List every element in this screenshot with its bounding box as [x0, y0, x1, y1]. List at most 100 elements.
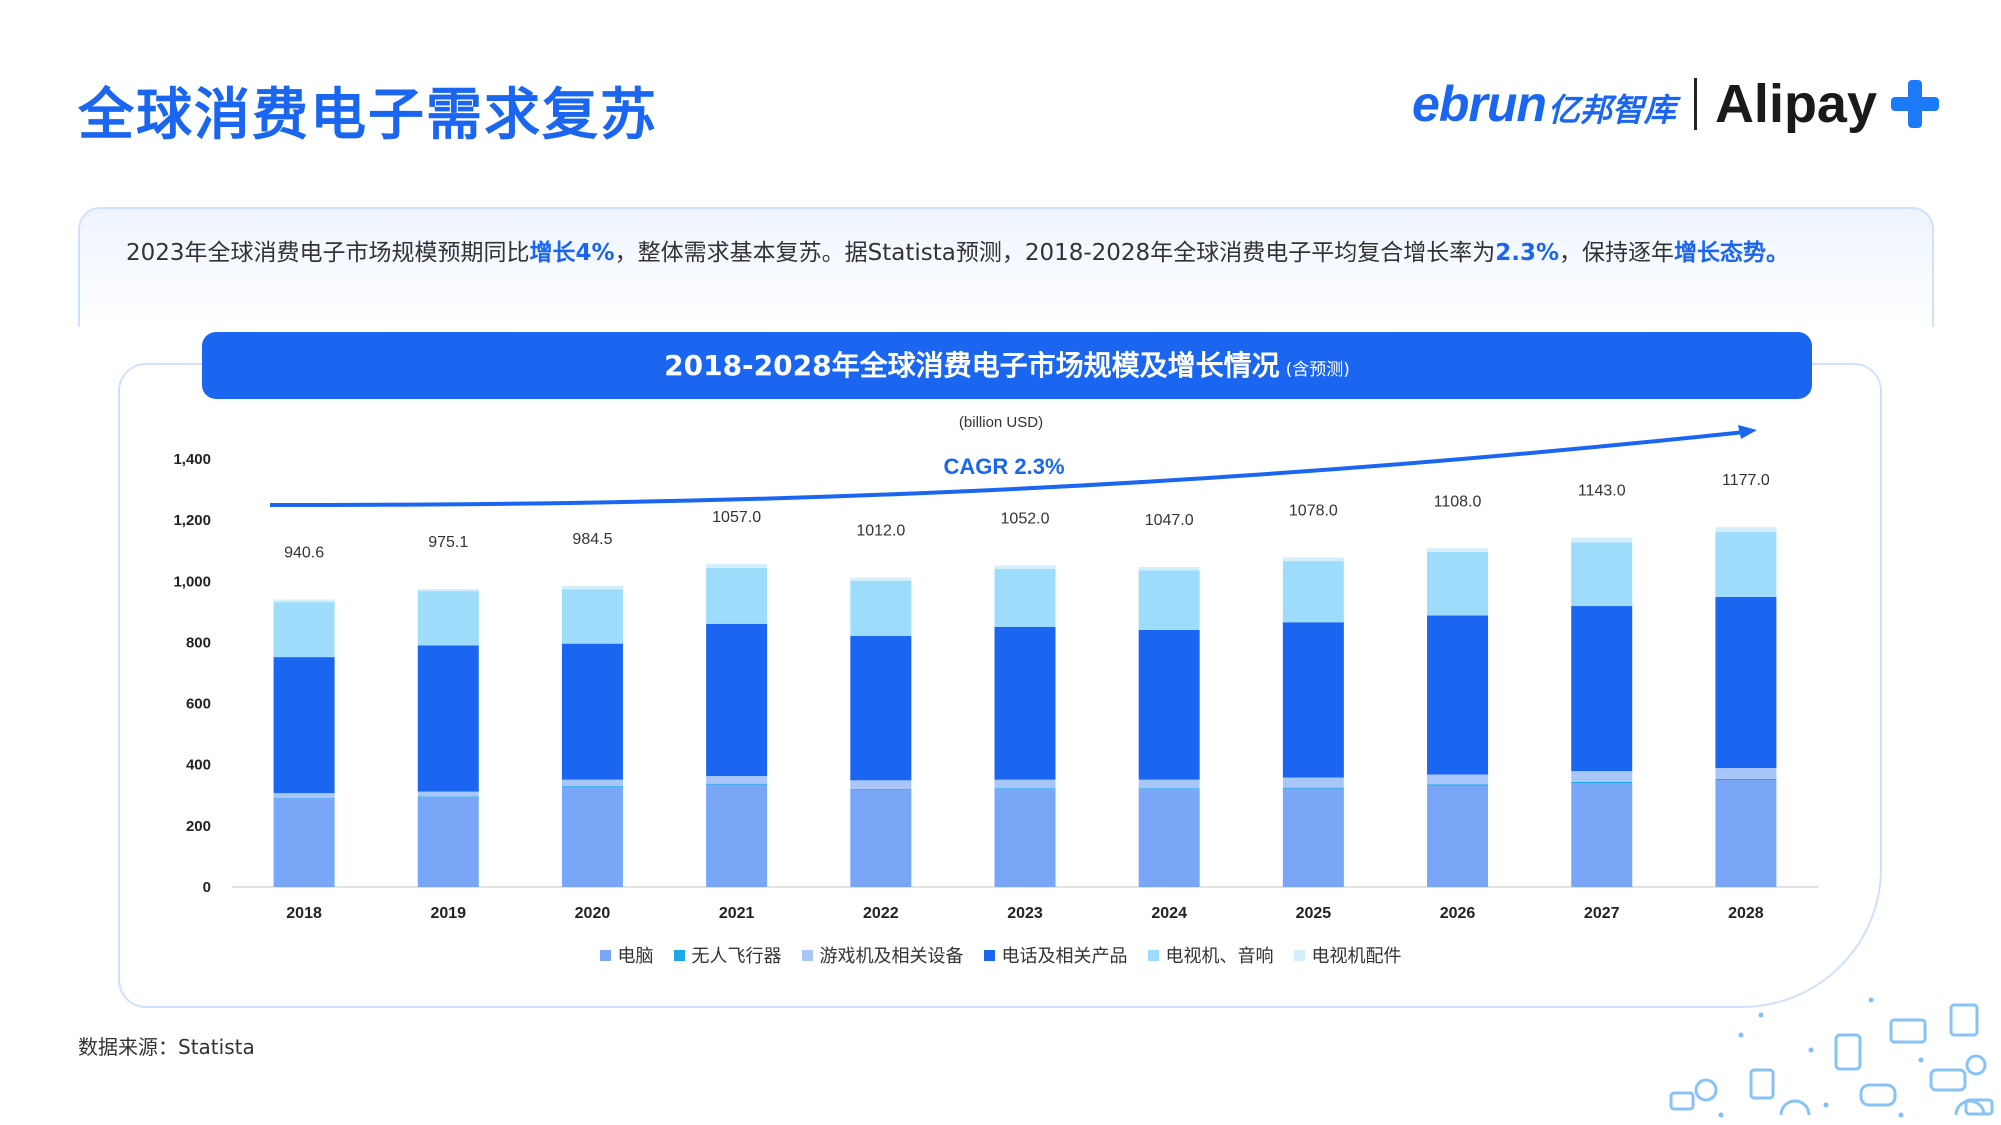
bar-segment [273, 599, 335, 603]
bar-segment [850, 580, 912, 637]
alipay-plus-icon [1891, 80, 1939, 128]
legend-swatch [983, 949, 995, 961]
bar-segment [994, 788, 1056, 790]
total-value-label: 1177.0 [1722, 472, 1770, 489]
bar-segment [850, 780, 912, 789]
total-value-label: 1052.0 [1001, 510, 1050, 527]
bar-segment [706, 776, 768, 784]
summary-box: 2023年全球消费电子市场规模预期同比增长4%，整体需求基本复苏。据Statis… [78, 207, 1934, 327]
bar-segment [561, 643, 623, 780]
x-tick-label: 2021 [719, 905, 755, 922]
bar-segment [273, 793, 335, 798]
bar-segment [850, 577, 912, 581]
bar-segment [1282, 788, 1344, 887]
legend-item: 电脑 [599, 942, 654, 968]
x-tick-label: 2027 [1584, 905, 1620, 922]
cagr-trend-arrow [269, 430, 1746, 507]
bar-segment [417, 796, 479, 887]
bar-segment [994, 626, 1056, 780]
summary-highlight-cagr: 2.3% [1495, 240, 1559, 266]
bar-segment [1715, 778, 1777, 780]
summary-part-3: ，保持逐年 [1559, 240, 1674, 266]
total-value-label: 1057.0 [712, 509, 761, 526]
total-value-label: 984.5 [572, 531, 612, 548]
bar-segment [1571, 771, 1633, 782]
bar-segment [273, 797, 335, 799]
page-title: 全球消费电子需求复苏 [78, 83, 658, 148]
y-tick-label: 1,200 [173, 512, 211, 529]
bar-segment [1138, 566, 1200, 571]
bar-segment [417, 591, 479, 646]
chart-subtitle: (含预测) [1285, 360, 1350, 380]
legend-item: 电视机、音响 [1147, 942, 1274, 968]
bar-segment [1138, 629, 1200, 780]
summary-part-2: ，整体需求基本复苏。据Statista预测，2018-2028年全球消费电子平均… [614, 240, 1496, 266]
summary-text: 2023年全球消费电子市场规模预期同比增长4%，整体需求基本复苏。据Statis… [126, 233, 1789, 267]
total-value-label: 1078.0 [1289, 502, 1338, 519]
bar-segment [850, 788, 912, 790]
x-tick-label: 2026 [1440, 905, 1476, 922]
bar-segment [1715, 527, 1777, 533]
bar-segment [850, 636, 912, 781]
legend-swatch [1147, 949, 1159, 961]
bar-segment [1138, 779, 1200, 789]
x-tick-label: 2020 [575, 905, 611, 922]
bar-segment [417, 791, 479, 797]
x-tick-label: 2028 [1728, 905, 1764, 922]
legend-label: 电脑 [617, 946, 654, 967]
bar-segment [994, 568, 1056, 627]
bar-segment [1138, 788, 1200, 790]
y-tick-label: 0 [203, 879, 211, 896]
legend-swatch [673, 949, 685, 961]
legend-label: 无人飞行器 [691, 946, 782, 967]
legend-swatch [801, 949, 813, 961]
bar-segment [417, 645, 479, 792]
legend-item: 电话及相关产品 [983, 942, 1128, 968]
bar-segment [1571, 783, 1633, 887]
bar-segment [1282, 557, 1344, 562]
y-tick-label: 1,000 [173, 573, 211, 590]
bar-segment [1571, 542, 1633, 607]
x-tick-label: 2019 [430, 905, 466, 922]
bar-segment [561, 785, 623, 787]
total-value-label: 975.1 [428, 534, 468, 551]
legend-swatch [1293, 949, 1305, 961]
bar-segment [1427, 785, 1489, 887]
bar-segment [561, 779, 623, 786]
logo-divider [1693, 78, 1697, 130]
legend-item: 游戏机及相关设备 [801, 942, 964, 968]
alipay-logo: Alipay [1714, 74, 1877, 134]
x-tick-label: 2022 [863, 905, 899, 922]
bar-segment [273, 798, 335, 887]
chart-title: 2018-2028年全球消费电子市场规模及增长情况 [664, 349, 1280, 382]
cagr-arrowhead [1738, 425, 1757, 439]
bar-segment [417, 588, 479, 592]
bar-segment [994, 779, 1056, 789]
chart-title-banner: 2018-2028年全球消费电子市场规模及增长情况 (含预测) [202, 332, 1812, 399]
ebrun-logo: ebrun [1412, 76, 1547, 132]
legend-label: 电视机配件 [1311, 946, 1402, 967]
bar-segment [706, 784, 768, 887]
y-tick-label: 800 [186, 634, 211, 651]
x-tick-label: 2024 [1151, 905, 1187, 922]
total-value-label: 1143.0 [1578, 483, 1626, 500]
legend-label: 电话及相关产品 [1001, 946, 1128, 967]
logo-group: ebrun 亿邦智库 Alipay [1412, 74, 1939, 134]
data-source: 数据来源：Statista [78, 1035, 255, 1059]
bar-segment [1715, 532, 1777, 597]
y-tick-label: 600 [186, 696, 211, 713]
bar-segment [994, 789, 1056, 887]
total-value-label: 940.6 [284, 544, 324, 561]
bar-segment [1427, 784, 1489, 786]
bar-segment [417, 796, 479, 797]
legend-label: 游戏机及相关设备 [819, 946, 964, 967]
ebrun-logo-cn: 亿邦智库 [1547, 91, 1676, 129]
bar-segment [273, 602, 335, 658]
bar-segment [1427, 551, 1489, 616]
total-value-label: 1108.0 [1434, 493, 1482, 510]
total-value-label: 1012.0 [856, 523, 905, 540]
x-tick-label: 2018 [286, 905, 322, 922]
bar-segment [850, 789, 912, 887]
bar-segment [994, 565, 1056, 569]
